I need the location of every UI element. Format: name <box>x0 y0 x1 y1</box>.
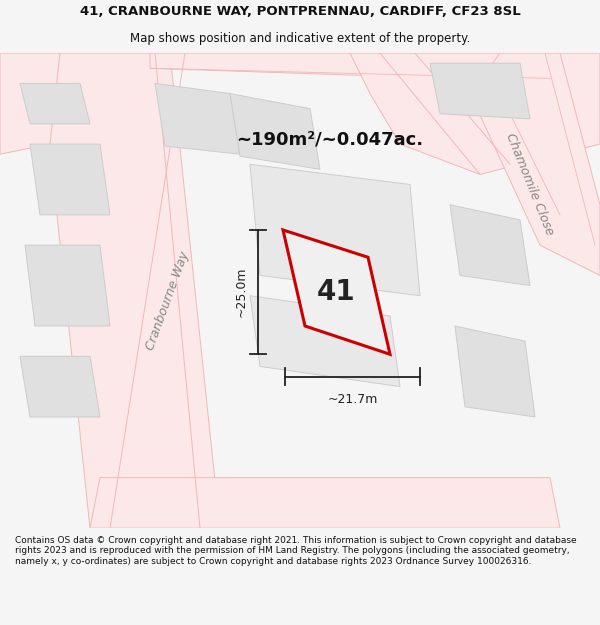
Polygon shape <box>0 53 60 154</box>
Text: Chamomile Close: Chamomile Close <box>503 131 556 238</box>
Text: Contains OS data © Crown copyright and database right 2021. This information is : Contains OS data © Crown copyright and d… <box>15 536 577 566</box>
Text: Map shows position and indicative extent of the property.: Map shows position and indicative extent… <box>130 32 470 45</box>
Text: 41, CRANBOURNE WAY, PONTPRENNAU, CARDIFF, CF23 8SL: 41, CRANBOURNE WAY, PONTPRENNAU, CARDIFF… <box>80 5 520 18</box>
Polygon shape <box>455 326 535 417</box>
Polygon shape <box>283 230 390 354</box>
Polygon shape <box>250 164 420 296</box>
Polygon shape <box>450 205 530 286</box>
Text: 41: 41 <box>317 278 356 306</box>
Polygon shape <box>90 478 560 528</box>
Polygon shape <box>20 84 90 124</box>
Text: ~25.0m: ~25.0m <box>235 267 248 318</box>
Polygon shape <box>230 94 320 169</box>
Polygon shape <box>250 296 400 387</box>
Text: ~190m²/~0.047ac.: ~190m²/~0.047ac. <box>236 130 424 148</box>
Polygon shape <box>40 53 220 528</box>
Polygon shape <box>150 53 600 84</box>
Polygon shape <box>430 63 530 119</box>
Text: Cranbourne Way: Cranbourne Way <box>144 249 192 352</box>
Polygon shape <box>25 245 110 326</box>
Text: ~21.7m: ~21.7m <box>328 392 377 406</box>
Polygon shape <box>350 53 600 174</box>
Polygon shape <box>470 53 600 276</box>
Polygon shape <box>30 144 110 215</box>
Polygon shape <box>155 84 240 154</box>
Polygon shape <box>20 356 100 417</box>
